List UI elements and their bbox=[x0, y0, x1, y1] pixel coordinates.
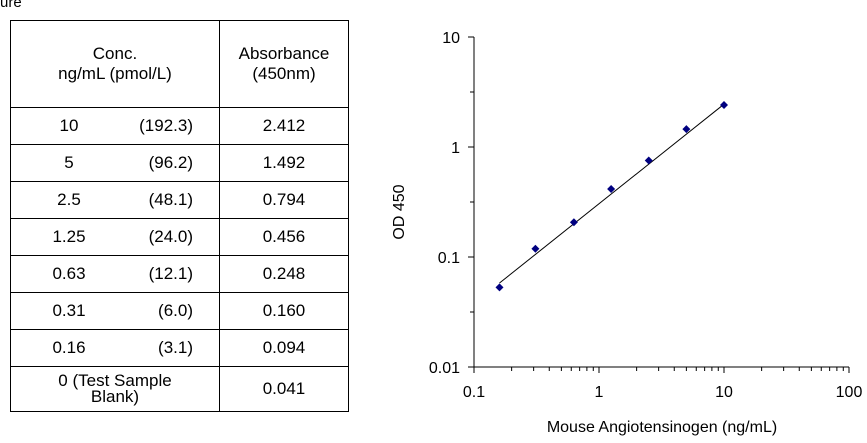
conc-value: 0.16 bbox=[52, 338, 86, 357]
x-tick-labels: 0.1 1 10 100 bbox=[463, 384, 863, 401]
data-points bbox=[495, 100, 728, 292]
conc-header: Conc. ng/mL (pmol/L) bbox=[10, 20, 220, 108]
fit-line bbox=[499, 103, 725, 284]
data-point bbox=[682, 125, 691, 134]
pmol-value: (48.1) bbox=[148, 190, 193, 209]
data-point bbox=[644, 156, 653, 165]
data-point bbox=[531, 244, 540, 253]
x-tick-label: 1 bbox=[595, 384, 604, 401]
y-tick-label: 0.1 bbox=[438, 250, 460, 267]
data-point bbox=[569, 218, 578, 227]
y-tick-labels: 0.01 0.1 1 10 bbox=[429, 30, 460, 377]
conc-value: 1.25 bbox=[52, 227, 86, 246]
absorbance-cell: 0.160 bbox=[219, 292, 349, 330]
abs-header-line2: (450nm) bbox=[252, 64, 316, 83]
conc-header-line2: ng/mL (pmol/L) bbox=[58, 64, 172, 83]
absorbance-cell: 0.794 bbox=[219, 181, 349, 219]
x-tick-label: 0.1 bbox=[463, 384, 485, 401]
conc-value: 2.5 bbox=[57, 190, 81, 209]
standard-curve-table: Conc. ng/mL (pmol/L) Absorbance (450nm) … bbox=[10, 20, 349, 412]
conc-value: 5 bbox=[64, 153, 74, 172]
fit-line-group bbox=[499, 103, 725, 284]
table-row-blank: 0 (Test Sample Blank) 0.041 bbox=[10, 366, 349, 412]
absorbance-cell: 1.492 bbox=[219, 144, 349, 182]
pmol-value: (192.3) bbox=[139, 116, 193, 135]
x-axis-label: Mouse Angiotensinogen (ng/mL) bbox=[547, 419, 777, 436]
conc-header-line1: Conc. bbox=[92, 44, 138, 63]
blank-label-cell: 0 (Test Sample Blank) bbox=[10, 366, 220, 412]
y-ticks bbox=[468, 36, 474, 368]
data-point bbox=[607, 185, 616, 194]
absorbance-cell: 0.041 bbox=[219, 366, 349, 412]
pmol-value: (6.0) bbox=[158, 301, 193, 320]
x-tick-label: 100 bbox=[836, 384, 863, 401]
conc-cell: 0.63 (12.1) bbox=[10, 255, 220, 293]
data-point bbox=[720, 100, 728, 109]
x-tick-label: 10 bbox=[715, 384, 733, 401]
table-header-row: Conc. ng/mL (pmol/L) Absorbance (450nm) bbox=[10, 20, 349, 108]
y-axis-label: OD 450 bbox=[391, 184, 408, 239]
table-row: 2.5 (48.1) 0.794 bbox=[10, 181, 349, 219]
y-tick-label: 0.01 bbox=[429, 360, 460, 377]
plot-area bbox=[473, 37, 849, 368]
pmol-value: (96.2) bbox=[148, 153, 193, 172]
table-row: 0.63 (12.1) 0.248 bbox=[10, 255, 349, 293]
absorbance-cell: 0.248 bbox=[219, 255, 349, 293]
data-point bbox=[495, 283, 504, 292]
y-tick-label: 10 bbox=[442, 30, 460, 47]
conc-cell: 2.5 (48.1) bbox=[10, 181, 220, 219]
absorbance-header: Absorbance (450nm) bbox=[219, 20, 349, 108]
conc-cell: 0.16 (3.1) bbox=[10, 329, 220, 367]
table-row: 0.16 (3.1) 0.094 bbox=[10, 329, 349, 367]
conc-value: 0.31 bbox=[52, 301, 86, 320]
pmol-value: (24.0) bbox=[148, 227, 193, 246]
pmol-value: (12.1) bbox=[148, 264, 193, 283]
pmol-value: (3.1) bbox=[158, 338, 193, 357]
abs-header-line1: Absorbance bbox=[238, 44, 330, 63]
conc-value: 0.63 bbox=[52, 264, 86, 283]
absorbance-cell: 2.412 bbox=[219, 107, 349, 145]
blank-label-line1: 0 (Test Sample bbox=[58, 371, 172, 390]
absorbance-cell: 0.456 bbox=[219, 218, 349, 256]
y-tick-label: 1 bbox=[451, 140, 460, 157]
blank-label-line2: Blank) bbox=[90, 387, 140, 406]
conc-value: 10 bbox=[59, 116, 79, 135]
partial-heading: ure bbox=[0, 0, 22, 11]
x-ticks bbox=[473, 367, 850, 373]
absorbance-cell: 0.094 bbox=[219, 329, 349, 367]
